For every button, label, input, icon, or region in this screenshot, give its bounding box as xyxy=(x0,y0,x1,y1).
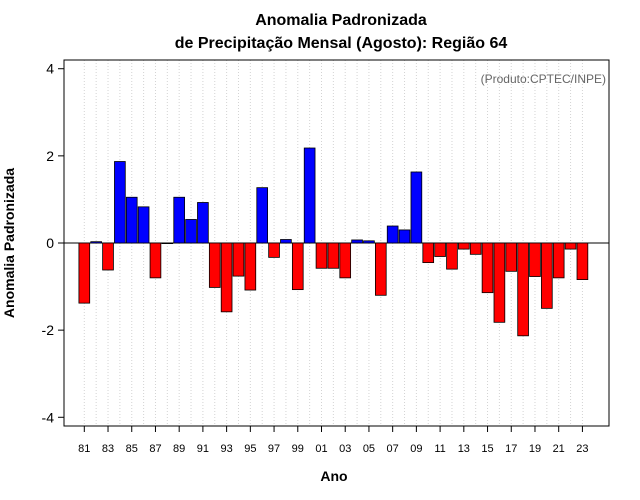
bar-97 xyxy=(268,242,280,258)
y-tick-label-0: 0 xyxy=(46,235,54,251)
x-tick-label-03: 03 xyxy=(339,443,351,455)
bar-03 xyxy=(339,242,352,279)
y-axis-label: Anomalia Padronizada xyxy=(1,168,17,318)
x-tick-label-17: 17 xyxy=(505,443,517,455)
bar-09 xyxy=(410,171,423,244)
bar-83 xyxy=(102,242,114,271)
x-tick-label-05: 05 xyxy=(363,443,375,455)
x-tick-label-85: 85 xyxy=(126,443,138,455)
bar-11 xyxy=(434,242,446,257)
bar-21 xyxy=(552,242,565,279)
x-tick-label-13: 13 xyxy=(458,443,470,455)
bar-84 xyxy=(114,161,126,244)
x-tick-label-23: 23 xyxy=(576,443,588,455)
x-tick-label-95: 95 xyxy=(244,443,256,455)
bar-96 xyxy=(256,187,268,244)
credit-text: (Produto:CPTEC/INPE) xyxy=(481,72,606,86)
bar-99 xyxy=(291,242,304,291)
bar-86 xyxy=(137,206,150,244)
bar-00 xyxy=(303,147,316,244)
x-tick-label-09: 09 xyxy=(410,443,422,455)
bar-81 xyxy=(78,242,91,304)
bar-94 xyxy=(232,242,245,277)
x-tick-label-15: 15 xyxy=(481,443,493,455)
y-tick-label-2: 2 xyxy=(46,148,54,164)
bar-85 xyxy=(125,196,138,244)
x-tick-label-81: 81 xyxy=(78,443,90,455)
x-tick-label-01: 01 xyxy=(315,443,327,455)
x-axis: 81 83 85 87 89 91 93 95 97 99 01 03 05 07 09 11 13 15 17 19… xyxy=(78,426,589,455)
bar-01 xyxy=(315,242,328,269)
bar-13 xyxy=(458,242,470,250)
bar-95 xyxy=(244,242,257,291)
x-tick-label-91: 91 xyxy=(197,443,209,455)
bar-82 xyxy=(90,241,102,244)
bar-87 xyxy=(149,242,162,279)
x-tick-label-21: 21 xyxy=(553,443,565,455)
x-tick-label-87: 87 xyxy=(149,443,161,455)
bar-08 xyxy=(398,229,411,244)
bar-16 xyxy=(493,242,506,323)
bar-05 xyxy=(363,240,375,244)
bar-17 xyxy=(505,242,518,272)
y-axis: -4 -2 0 2 4 xyxy=(42,61,64,425)
bars-layer xyxy=(78,147,589,337)
x-tick-label-93: 93 xyxy=(220,443,232,455)
x-tick-label-99: 99 xyxy=(292,443,304,455)
y-tick-label-4: 4 xyxy=(46,61,54,77)
x-tick-label-97: 97 xyxy=(268,443,280,455)
bar-06 xyxy=(374,242,387,296)
bar-22 xyxy=(564,242,577,250)
bar-88 xyxy=(161,242,174,245)
bar-15 xyxy=(481,242,494,294)
chart-title-line2: de Precipitação Mensal (Agosto): Região … xyxy=(175,35,508,52)
bar-18 xyxy=(517,242,529,337)
x-axis-label: Ano xyxy=(320,468,347,484)
bar-20 xyxy=(541,242,553,309)
bar-92 xyxy=(208,242,221,288)
bar-14 xyxy=(469,242,482,255)
bar-04 xyxy=(351,239,363,244)
x-tick-label-19: 19 xyxy=(529,443,541,455)
chart-title-line1: Anomalia Padronizada xyxy=(255,12,427,29)
bar-23 xyxy=(576,242,589,280)
bar-12 xyxy=(446,242,458,270)
bar-19 xyxy=(529,242,541,277)
bar-10 xyxy=(422,242,435,264)
x-tick-label-11: 11 xyxy=(434,443,445,455)
bar-93 xyxy=(220,242,233,313)
x-tick-label-89: 89 xyxy=(173,443,185,455)
bar-91 xyxy=(197,202,209,244)
x-tick-label-83: 83 xyxy=(102,443,114,455)
y-tick-label--2: -2 xyxy=(42,322,55,338)
bar-07 xyxy=(386,225,399,244)
bar-89 xyxy=(173,196,185,244)
x-tick-label-07: 07 xyxy=(387,443,399,455)
y-tick-label--4: -4 xyxy=(42,409,55,425)
bar-98 xyxy=(280,239,292,244)
bar-90 xyxy=(185,219,197,244)
bar-02 xyxy=(327,242,340,269)
